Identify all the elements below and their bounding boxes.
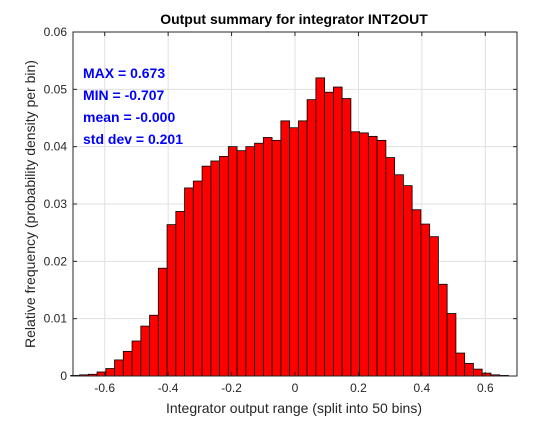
histogram-bar — [455, 352, 466, 377]
histogram-bar — [411, 209, 422, 377]
stats-annotation: MAX = 0.673 — [83, 65, 165, 81]
x-tick-label: 0.4 — [414, 381, 431, 395]
histogram-bar — [306, 99, 317, 377]
histogram-bar — [131, 340, 142, 377]
x-tick-label: -0.4 — [158, 381, 179, 395]
axis-ticks: -0.6 -0.4 -0.2 0 0.2 0.4 0.6 0 0.01 0.02 0.03 0.04 0… — [44, 25, 517, 395]
histogram-bar — [385, 157, 396, 377]
histogram-bar — [376, 139, 387, 377]
histogram-bar — [420, 223, 431, 377]
histogram-bars — [70, 77, 509, 377]
histogram-bar — [254, 142, 264, 377]
histogram-bar — [341, 98, 352, 377]
histogram-bar — [192, 180, 203, 377]
histogram-bar — [114, 359, 124, 377]
y-tick-label: 0.03 — [44, 197, 68, 211]
histogram-bar — [315, 77, 326, 377]
histogram-bar — [289, 127, 299, 377]
x-tick-label: -0.2 — [221, 381, 242, 395]
y-tick-label: 0 — [60, 369, 67, 383]
histogram-bar — [394, 174, 404, 377]
x-tick-label: 0.6 — [477, 381, 494, 395]
histogram-bar — [438, 283, 448, 377]
histogram-bar — [332, 86, 343, 377]
histogram-bar — [245, 146, 255, 377]
histogram-bar — [429, 236, 439, 377]
stats-annotation: mean = -0.000 — [83, 109, 175, 125]
histogram-bar — [166, 224, 177, 377]
histogram-bar — [473, 368, 483, 377]
histogram-bar — [184, 187, 194, 377]
histogram-bar — [122, 350, 133, 377]
y-tick-label: 0.06 — [44, 25, 68, 39]
histogram-bar — [359, 132, 369, 377]
histogram-bar — [140, 325, 150, 377]
stats-annotation: std dev = 0.201 — [83, 131, 183, 147]
histogram-bar — [175, 211, 185, 377]
histogram-bar — [367, 135, 378, 377]
x-tick-label: -0.6 — [94, 381, 115, 395]
y-axis-label: Relative frequency (probability density … — [22, 60, 38, 348]
histogram-bar — [402, 185, 413, 377]
histogram-bar — [157, 267, 168, 377]
y-tick-label: 0.01 — [44, 312, 68, 326]
histogram-bar — [201, 165, 212, 377]
histogram-bar — [464, 362, 474, 377]
x-axis-label: Integrator output range (split into 50 b… — [166, 400, 422, 416]
histogram-bar — [210, 160, 220, 377]
histogram-bar — [219, 156, 229, 377]
histogram-bar — [105, 368, 115, 377]
histogram-bar — [262, 137, 273, 377]
chart-title: Output summary for integrator INT2OUT — [160, 11, 428, 27]
histogram-bar — [280, 120, 291, 377]
y-tick-label: 0.02 — [44, 254, 68, 268]
histogram-bar — [446, 313, 457, 377]
histogram-bar — [324, 91, 334, 377]
x-tick-label: 0 — [292, 381, 299, 395]
histogram-bar — [350, 131, 361, 377]
histogram-bar — [271, 139, 282, 377]
stats-annotation: MIN = -0.707 — [83, 87, 165, 103]
x-tick-label: 0.2 — [350, 381, 367, 395]
y-tick-label: 0.04 — [44, 140, 68, 154]
y-tick-label: 0.05 — [44, 82, 68, 96]
histogram-bar — [227, 146, 238, 377]
histogram-bar — [236, 150, 247, 377]
histogram-bar — [297, 120, 308, 377]
stats-annotations: MAX = 0.673 MIN = -0.707 mean = -0.000 std … — [83, 65, 183, 147]
histogram-bar — [149, 314, 159, 377]
